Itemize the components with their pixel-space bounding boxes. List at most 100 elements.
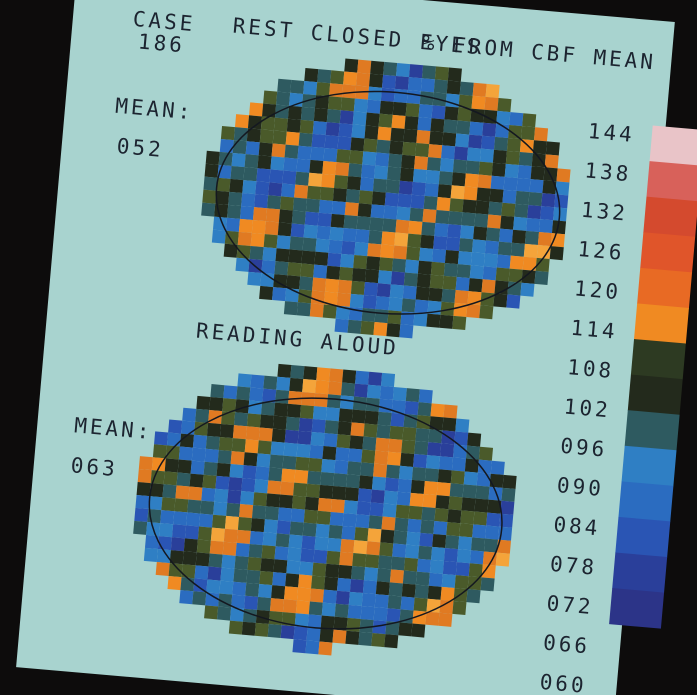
pixel [374, 594, 389, 609]
pixel [486, 227, 501, 242]
pixel [405, 388, 420, 403]
pixel [443, 548, 459, 563]
pixel [321, 173, 336, 188]
mean-value: 052 [116, 134, 165, 162]
pixel [338, 564, 353, 579]
pixel [455, 562, 470, 577]
pixel [323, 148, 338, 163]
pixel [360, 462, 375, 477]
pixel [485, 525, 500, 540]
pixel [199, 513, 214, 528]
pixel [327, 96, 342, 111]
pixel [333, 473, 348, 488]
pixel [472, 524, 487, 539]
pixel [377, 126, 392, 141]
pixel [378, 113, 393, 128]
pixel [397, 478, 412, 493]
pixel [257, 440, 272, 455]
pixel [347, 176, 362, 191]
pixel [421, 65, 437, 80]
pixel [286, 275, 301, 290]
pixel [392, 101, 407, 116]
pixel [391, 556, 406, 571]
scale-swatch [621, 445, 677, 487]
pixel [497, 97, 512, 113]
pixel [521, 269, 536, 284]
pixel [172, 524, 187, 539]
pixel [266, 493, 281, 508]
pixel [419, 532, 434, 547]
pixel [393, 530, 408, 545]
pixel [218, 436, 233, 452]
pixel [351, 409, 366, 424]
pixel [448, 496, 463, 511]
pixel [258, 583, 273, 599]
pixel [304, 68, 319, 83]
pixel [369, 502, 384, 517]
pixel [447, 224, 462, 239]
pixel [303, 366, 318, 381]
pixel [143, 547, 158, 562]
pixel [416, 273, 431, 288]
pixel [205, 592, 220, 607]
scale-swatch [630, 338, 686, 380]
pixel [464, 458, 479, 473]
pixel [355, 229, 370, 244]
pixel [460, 225, 475, 240]
pixel [136, 481, 151, 497]
pixel [399, 167, 415, 182]
pixel [495, 267, 510, 282]
pixel [299, 119, 314, 134]
pixel [333, 616, 348, 631]
pixel [275, 533, 290, 548]
pixel [535, 257, 550, 273]
pixel [329, 226, 344, 241]
pixel [354, 85, 370, 100]
pixel [173, 511, 188, 526]
scale-swatch [640, 232, 696, 273]
pixel [447, 67, 462, 82]
pixel [326, 394, 342, 409]
pixel [215, 475, 230, 490]
pixel [401, 154, 416, 169]
pixel [224, 515, 240, 530]
pixel [274, 261, 289, 276]
pixel [464, 173, 479, 188]
pixel [223, 385, 238, 400]
scale-label: 084 [553, 512, 602, 540]
pixel [443, 262, 458, 278]
pixel [291, 495, 307, 510]
pixel [429, 416, 444, 431]
pixel [309, 159, 324, 174]
pixel [352, 553, 367, 568]
pixel [459, 238, 474, 253]
pixel [407, 77, 422, 92]
pixel [375, 581, 390, 596]
pixel [529, 179, 544, 194]
pixel [182, 551, 197, 566]
pixel [527, 204, 542, 220]
pixel [434, 508, 449, 523]
pixel [220, 125, 235, 141]
pixel [521, 126, 536, 141]
pixel [519, 139, 534, 154]
pixel [336, 577, 352, 592]
pixel [373, 463, 388, 478]
pixel [276, 235, 291, 250]
pixel [201, 202, 216, 217]
pixel [456, 264, 471, 279]
pixel [272, 572, 287, 587]
pixel [376, 424, 391, 439]
pixel [478, 446, 494, 461]
pixel [511, 229, 527, 244]
pixel [271, 428, 286, 443]
pixel [477, 174, 492, 189]
pixel [246, 413, 262, 428]
pixel [165, 445, 180, 460]
pixel [388, 582, 403, 597]
pixel [249, 387, 264, 402]
pixel [367, 86, 382, 101]
pixel [166, 432, 182, 447]
pixel [471, 95, 486, 110]
pixel [315, 380, 330, 395]
